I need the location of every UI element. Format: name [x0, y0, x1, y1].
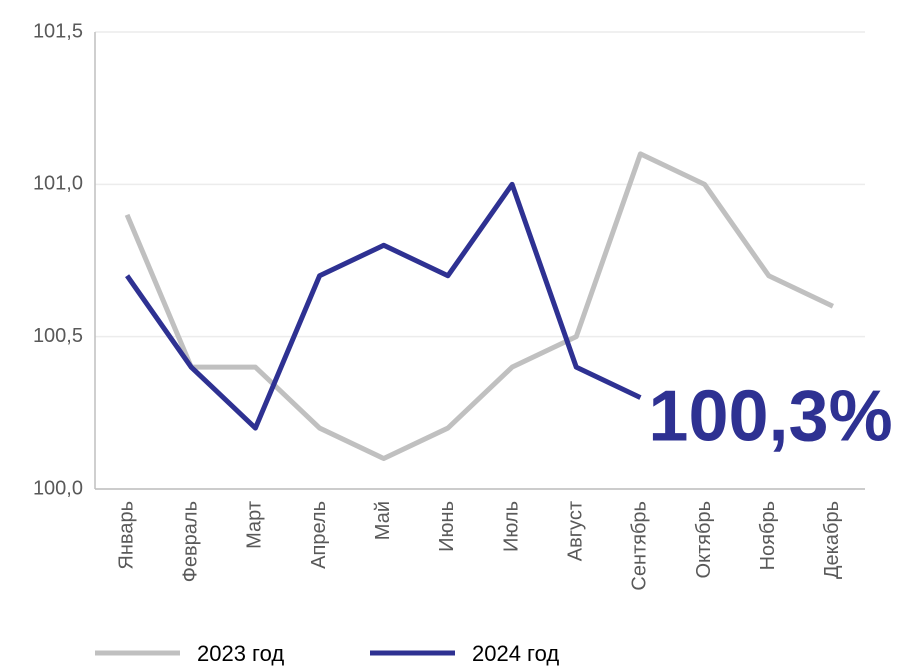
x-tick-label: Ноябрь [757, 501, 779, 570]
y-tick-label: 100,0 [33, 477, 83, 499]
legend-label: 2023 год [197, 641, 284, 666]
y-tick-label: 101,0 [33, 173, 83, 195]
x-tick-label: Март [244, 501, 266, 549]
x-tick-label: Январь [115, 501, 137, 570]
x-tick-label: Сентябрь [629, 501, 651, 591]
x-tick-label: Июль [500, 501, 522, 552]
x-tick-label: Июнь [436, 501, 458, 552]
y-tick-label: 100,5 [33, 325, 83, 347]
y-tick-label: 101,5 [33, 20, 83, 42]
series-line [125, 181, 642, 431]
series-line [124, 151, 834, 462]
x-tick-label: Октябрь [693, 501, 715, 579]
x-tick-label: Май [372, 501, 394, 540]
x-tick-label: Декабрь [821, 501, 843, 579]
x-tick-label: Апрель [308, 501, 330, 569]
x-tick-label: Август [565, 501, 587, 561]
legend-label: 2024 год [472, 641, 559, 666]
value-label: 100,3% [648, 377, 892, 457]
x-tick-label: Февраль [180, 501, 202, 582]
